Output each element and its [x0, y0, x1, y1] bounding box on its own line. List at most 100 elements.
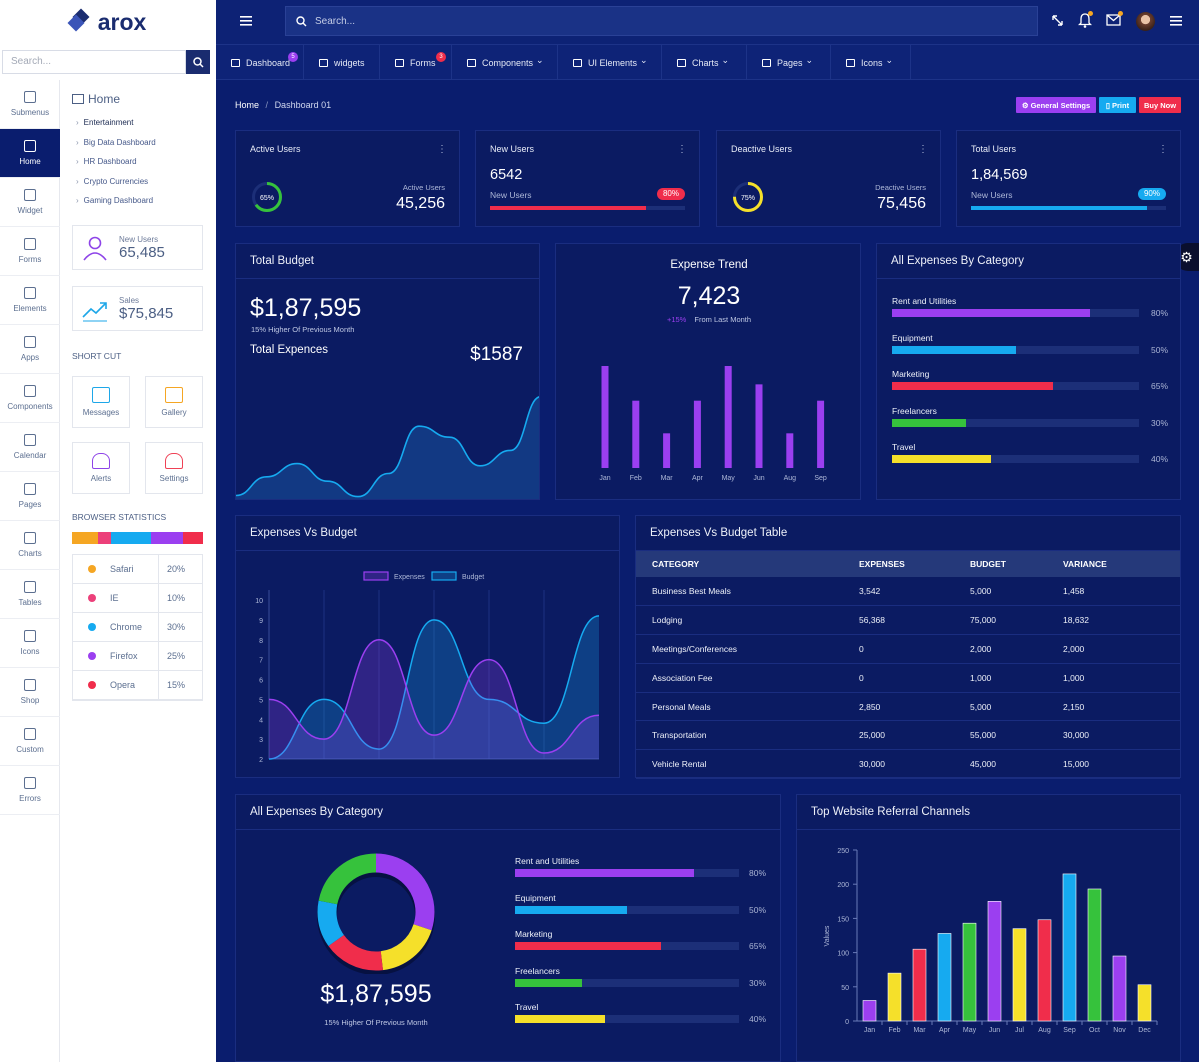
browser-row: Firefox 25%	[73, 641, 202, 671]
rail-item-pages[interactable]: Pages	[0, 472, 60, 521]
category-track	[515, 942, 739, 950]
rail-item-calendar[interactable]: Calendar	[0, 423, 60, 472]
buy-now-button[interactable]: Buy Now	[1139, 97, 1181, 113]
print-button[interactable]: ▯ Print	[1099, 97, 1136, 113]
briefcase-icon	[24, 287, 36, 299]
gear-icon: ⚙	[1021, 100, 1029, 110]
rail-item-tables[interactable]: Tables	[0, 570, 60, 619]
trend-tick-label: Apr	[692, 475, 704, 482]
submenu-list: EntertainmentBig Data DashboardHR Dashbo…	[76, 116, 156, 214]
nav-icons[interactable]: Icons ⌄	[831, 45, 911, 80]
shortcut-alerts[interactable]: Alerts	[72, 442, 130, 494]
menu-icon[interactable]	[240, 16, 252, 26]
bell-icon[interactable]	[1078, 12, 1092, 28]
fullscreen-icon[interactable]	[1051, 14, 1064, 27]
nav-badge: 3	[436, 52, 446, 62]
kebab-icon[interactable]: ⋮	[437, 144, 447, 155]
sidebar-search-button[interactable]	[186, 50, 210, 74]
category-fill	[515, 905, 627, 914]
mail-icon[interactable]	[1106, 14, 1121, 26]
y-tick-label: 7	[259, 658, 263, 665]
rail-item-custom[interactable]: Custom	[0, 717, 60, 766]
kpi-title: New Users	[490, 144, 535, 154]
table-cell: 5,000	[970, 701, 992, 712]
category-track	[515, 905, 739, 914]
rail-item-submenus[interactable]: Submenus	[0, 80, 60, 129]
kpi-label: New Users	[490, 190, 532, 200]
category-track	[515, 869, 739, 877]
nav-icon	[762, 58, 771, 67]
breadcrumb: Home / Dashboard 01	[235, 100, 332, 110]
monitor-icon	[72, 94, 84, 104]
rail-item-widget[interactable]: Widget	[0, 178, 60, 227]
referral-bar	[1037, 919, 1052, 1022]
gear-icon: ⚙	[1180, 248, 1193, 265]
rail-item-shop[interactable]: Shop	[0, 668, 60, 717]
trend-since: From Last Month	[694, 315, 752, 324]
y-tick-label: 5	[259, 697, 263, 704]
kpi-card: New Users ⋮ 6542 New Users 80%	[475, 130, 700, 227]
shortcut-messages[interactable]: Messages	[72, 376, 130, 428]
card-title: Total Budget	[250, 255, 314, 267]
browser-row: Safari 20%	[73, 554, 202, 584]
category-pct: 80%	[749, 868, 767, 878]
submenu-item[interactable]: Crypto Currencies	[76, 175, 156, 195]
rail-item-errors[interactable]: Errors	[0, 766, 60, 815]
nav-dashboard[interactable]: Dashboard 5	[216, 45, 304, 80]
nav-forms[interactable]: Forms 3	[380, 45, 452, 80]
rail-item-home[interactable]: Home	[0, 129, 60, 178]
breadcrumb-home[interactable]: Home	[235, 100, 260, 110]
shortcut-label: Messages	[82, 408, 120, 417]
key-icon	[24, 385, 36, 397]
kpi-title: Deactive Users	[731, 144, 793, 154]
browser-dot	[88, 681, 96, 689]
rail-item-charts[interactable]: Charts	[0, 521, 60, 570]
nav-components[interactable]: Components ⌄	[452, 45, 558, 80]
rail-item-forms[interactable]: Forms	[0, 227, 60, 276]
rail-item-icons[interactable]: Icons	[0, 619, 60, 668]
shortcut-settings[interactable]: Settings	[145, 442, 203, 494]
x-tick-label: May	[963, 1027, 977, 1034]
referral-bar	[987, 900, 1002, 1022]
kebab-icon[interactable]: ⋮	[1158, 144, 1168, 155]
kpi-badge: 90%	[1137, 188, 1166, 200]
y-tick-label: 250	[837, 848, 849, 855]
sidebar-search-input[interactable]: Search...	[2, 50, 186, 74]
shortcut-label: Settings	[159, 474, 189, 483]
submenu-item[interactable]: HR Dashboard	[76, 155, 156, 175]
submenu-item[interactable]: Big Data Dashboard	[76, 136, 156, 156]
referral-bar	[962, 922, 977, 1022]
shortcut-gallery[interactable]: Gallery	[145, 376, 203, 428]
rail-item-elements[interactable]: Elements	[0, 276, 60, 325]
submenu-item[interactable]: Gaming Dashboard	[76, 194, 156, 214]
brand-logo[interactable]: arox	[0, 0, 216, 44]
card-title: Expenses Vs Budget Table	[650, 527, 788, 539]
kebab-icon[interactable]: ⋮	[918, 144, 928, 155]
avatar[interactable]	[1136, 12, 1155, 31]
rail-item-apps[interactable]: Apps	[0, 325, 60, 374]
y-tick-label: 100	[837, 951, 849, 958]
series-area	[269, 639, 599, 759]
ring-label: 75%	[741, 195, 755, 202]
table-row: Lodging 56,368 75,000 18,632	[636, 606, 1180, 635]
rail-item-components[interactable]: Components	[0, 374, 60, 423]
nav-widgets[interactable]: widgets	[304, 45, 380, 80]
y-tick-label: 6	[259, 678, 263, 685]
submenu-title-text: Home	[88, 92, 121, 106]
x-tick-label: Mar	[913, 1027, 926, 1034]
submenu-item[interactable]: Entertainment	[76, 116, 156, 136]
category-pct: 30%	[1151, 417, 1169, 428]
nav-ui-elements[interactable]: UI Elements ⌄	[558, 45, 662, 80]
kebab-icon[interactable]: ⋮	[677, 144, 687, 155]
global-search-input[interactable]: Search...	[285, 6, 1038, 36]
table-cell: 45,000	[970, 759, 996, 770]
nav-charts[interactable]: Charts ⌄	[662, 45, 747, 80]
category-track	[892, 455, 1139, 463]
browser-pct: 20%	[158, 554, 202, 584]
category-label: Equipment	[515, 892, 556, 903]
kpi-value: 6542	[490, 167, 523, 183]
nav-pages[interactable]: Pages ⌄	[747, 45, 831, 80]
stat-value: $75,845	[119, 304, 174, 322]
menu-right-icon[interactable]	[1170, 16, 1182, 26]
general-settings-button[interactable]: ⚙ General Settings	[1016, 97, 1096, 113]
